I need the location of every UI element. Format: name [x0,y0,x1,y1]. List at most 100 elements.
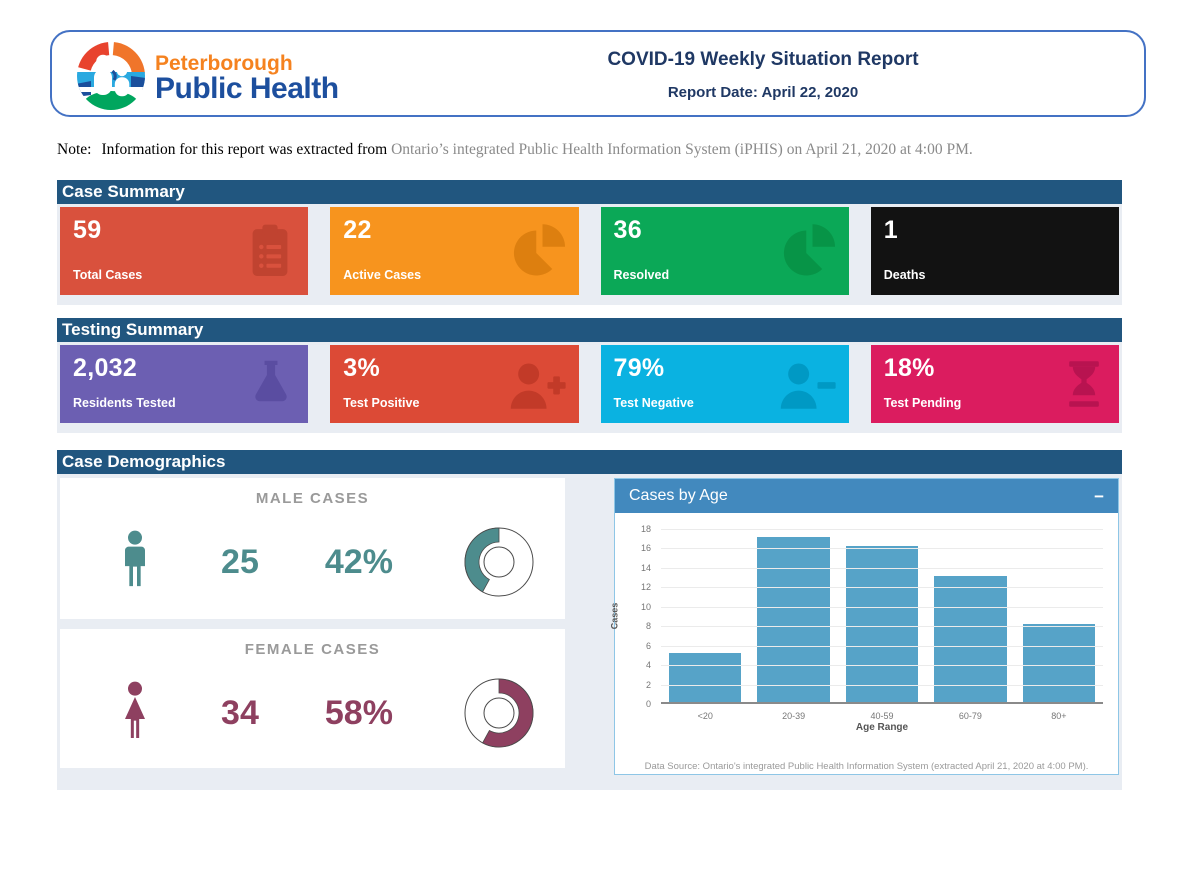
stat-value: 18% [883,354,935,382]
org-name-line2: Public Health [155,71,339,105]
age-chart-plot [661,529,1103,704]
stat-value: 1 [883,216,898,244]
male-cases-label: MALE CASES [255,490,370,507]
report-date: Report Date: April 22, 2020 [667,84,859,101]
male-person-icon [115,529,155,595]
y-tick-label: 10 [640,601,651,612]
x-tick-label: 80+ [1051,711,1067,721]
y-tick-label: 16 [640,543,651,554]
stat-label: Resolved [613,268,670,282]
person-minus-icon [776,357,838,411]
stat-card-resolved: 36 Resolved [600,207,849,295]
stat-value: 22 [343,216,372,244]
y-tick-label: 12 [640,582,651,593]
y-tick-label: 14 [640,562,651,573]
section-title-testing-summary: Testing Summary [57,318,1122,342]
org-logo: Peterborough Public Health [76,41,339,116]
stat-label: Total Cases [73,268,143,282]
stat-label: Residents Tested [73,396,176,410]
gridline [661,606,1103,608]
stat-card-test-negative: 79% Test Negative [600,345,849,423]
gridline [661,529,1103,530]
note-gray-text: Ontario’s integrated Public Health Infor… [391,141,973,158]
female-donut-chart [464,678,534,748]
public-health-logo-icon [76,41,146,116]
clipboard-list-icon [243,222,297,280]
y-tick-label: 8 [645,621,651,632]
org-name-line1: Peterborough [155,51,293,75]
stat-label: Test Pending [883,396,962,410]
male-percent: 42% [324,542,393,581]
stat-value: 79% [613,354,665,382]
gridline [661,645,1103,647]
note-dark-text: Information for this report was extracte… [101,141,388,158]
collapse-panel-button[interactable]: − [1094,486,1104,506]
stat-card-test-pending: 18% Test Pending [870,345,1119,423]
x-axis-ticks: <20 20-39 40-59 60-79 80+ [661,711,1103,721]
stat-card-deaths: 1 Deaths [870,207,1119,295]
section-title-case-demographics: Case Demographics [57,450,1122,474]
stat-card-residents-tested: 2,032 Residents Tested [60,345,309,423]
gridline [661,684,1103,686]
stat-label: Deaths [883,268,926,282]
stat-label: Test Negative [613,396,694,410]
gridline [661,626,1103,628]
case-demographics-panel: MALE CASES 25 42% FEMALE CASES [57,474,1122,790]
female-cases-card: FEMALE CASES 34 58% [60,629,565,768]
person-plus-icon [506,357,568,411]
flask-icon [245,356,297,412]
bars-container [661,529,1103,702]
hourglass-icon [1060,357,1108,411]
stat-label: Active Cases [343,268,422,282]
bar-20-39 [757,536,830,702]
female-cases-label: FEMALE CASES [244,641,381,658]
y-tick-label: 18 [640,524,651,534]
case-summary-panel: 59 Total Cases 22 Active Cases [57,204,1122,305]
testing-summary-panel: 2,032 Residents Tested 3% Test Positive [57,342,1122,433]
y-tick-label: 0 [645,699,651,709]
male-count: 25 [221,542,259,581]
y-tick-label: 2 [645,679,651,690]
report-header: Peterborough Public Health COVID-19 Week… [50,30,1146,117]
gridline [661,567,1103,569]
cases-by-age-header: Cases by Age − [615,479,1118,513]
cases-by-age-title: Cases by Age [629,487,728,504]
stat-value: 3% [343,354,380,382]
stat-card-test-positive: 3% Test Positive [330,345,579,423]
stat-value: 59 [73,216,102,244]
stat-label: Test Positive [343,396,420,410]
bar-60-79 [934,575,1007,702]
female-person-icon [115,680,155,746]
cases-by-age-panel: Cases by Age − Cases 0 2 4 6 8 10 12 14 16 18 <20… [609,478,1119,776]
age-chart: Cases 0 2 4 6 8 10 12 14 16 18 <20 20-39 40-59 60-79… [609,513,1118,776]
female-count: 34 [221,693,259,732]
gridline [661,548,1103,550]
y-tick-label: 6 [645,640,651,651]
pie-chart-icon [778,221,838,281]
data-source-note: Data Source: Ontario's integrated Public… [644,761,1089,772]
extraction-note: Note: Information for this report was ext… [57,141,973,159]
org-name: Peterborough Public Health [155,51,339,105]
x-axis-label: Age Range [855,722,909,733]
y-tick-label: 4 [645,660,651,671]
pie-chart-icon [508,221,568,281]
x-tick-label: 20-39 [782,711,806,721]
stat-value: 36 [613,216,642,244]
gridline [661,587,1103,589]
stat-card-active-cases: 22 Active Cases [330,207,579,295]
male-donut-chart [464,527,534,597]
female-percent: 58% [324,693,393,732]
gridline [661,665,1103,667]
y-axis-ticks: 0 2 4 6 8 10 12 14 16 18 [615,524,656,709]
section-title-case-summary: Case Summary [57,180,1122,204]
bar-40-59 [845,546,919,702]
bar-80+ [1022,624,1096,702]
x-tick-label: 60-79 [958,711,982,721]
stat-card-total-cases: 59 Total Cases [60,207,309,295]
bar-<20 [668,653,742,702]
page-title: COVID-19 Weekly Situation Report [607,49,919,70]
note-prefix: Note: [57,141,92,158]
stat-value: 2,032 [73,354,138,382]
x-tick-label: 40-59 [870,711,894,721]
